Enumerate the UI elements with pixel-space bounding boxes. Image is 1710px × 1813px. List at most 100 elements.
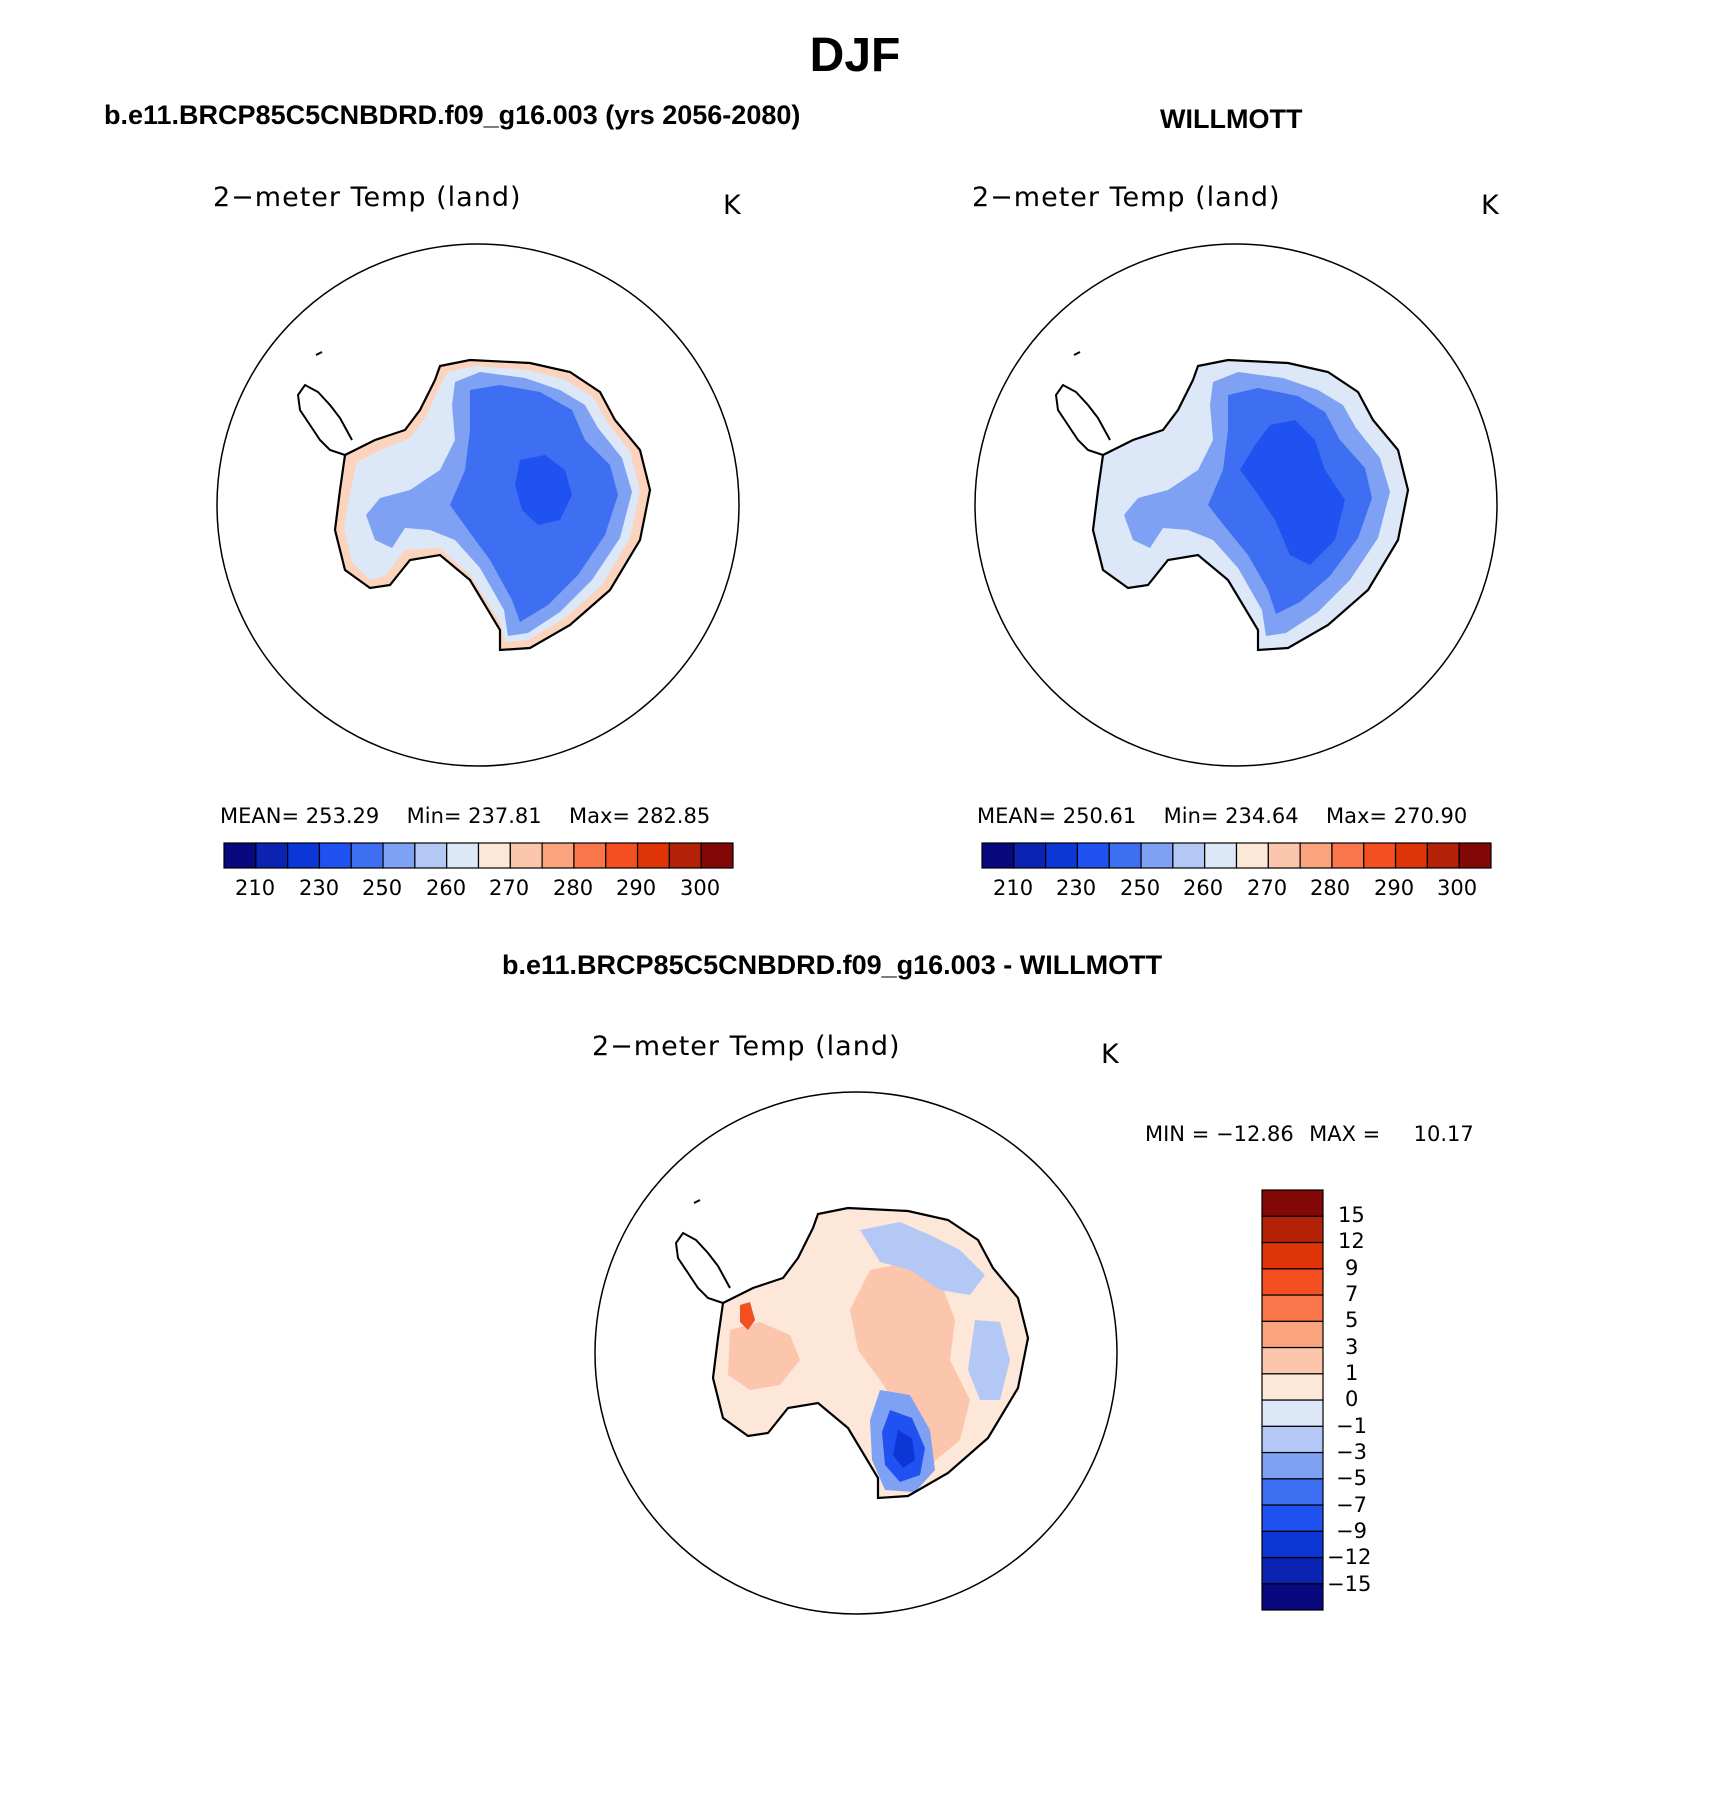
panel-2-tick-7: 300 (1437, 876, 1478, 900)
panel-2-tick-3: 260 (1183, 876, 1224, 900)
difference-colorbar-swatch-13 (1261, 1241, 1324, 1270)
panel-1-colorbar-swatch-4 (350, 842, 384, 869)
panel-2-colorbar-swatch-4 (1108, 842, 1142, 869)
difference-colorbar-swatch-4 (1261, 1478, 1324, 1506)
difference-tick-14: −15 (1327, 1572, 1372, 1596)
panel-2-colorbar-swatch-12 (1363, 842, 1397, 869)
panel-1-colorbar-swatch-5 (382, 842, 416, 869)
panel-1-variable-label: 2−meter Temp (land) (213, 182, 522, 213)
difference-tick-11: −7 (1336, 1493, 1367, 1517)
panel-1-tick-4: 270 (489, 876, 530, 900)
panel-1-units-label: K (723, 190, 742, 221)
panel-2-colorbar-swatch-1 (1013, 842, 1047, 869)
difference-cold-spot-core (893, 1430, 915, 1468)
panel-1-colorbar-swatch-14 (668, 842, 702, 869)
panel-2-colorbar-swatch-6 (1172, 842, 1206, 869)
difference-colorbar-swatch-2 (1261, 1530, 1324, 1559)
difference-colorbar-swatch-5 (1261, 1451, 1324, 1480)
difference-colorbar-swatch-6 (1261, 1425, 1324, 1454)
panel-2-colorbar-swatch-15 (1458, 842, 1492, 869)
panel-2-map (974, 243, 1498, 767)
panel-2-colorbar-swatch-14 (1426, 842, 1460, 869)
panel-2-colorbar-swatch-13 (1394, 842, 1428, 869)
panel-2-island (1073, 351, 1081, 356)
panel-2-mean-value: 250.61 (1062, 804, 1137, 828)
panel-1-tick-0: 210 (235, 876, 276, 900)
difference-tick-3: 7 (1345, 1282, 1359, 1306)
panel-1-coastline (333, 358, 652, 652)
difference-tick-2: 9 (1345, 1256, 1359, 1280)
difference-max-value: 10.17 (1413, 1122, 1474, 1146)
difference-tick-0: 15 (1338, 1203, 1365, 1227)
panel-2-tick-4: 270 (1247, 876, 1288, 900)
panel-1-min-value: 237.81 (468, 804, 542, 828)
difference-tick-8: −1 (1336, 1414, 1367, 1438)
difference-tick-6: 1 (1345, 1361, 1359, 1385)
difference-colorbar-swatch-8 (1261, 1373, 1324, 1401)
panel-1-max-value: 282.85 (636, 804, 711, 828)
panel-1-colorbar-swatch-7 (446, 842, 480, 869)
difference-tick-12: −9 (1336, 1519, 1367, 1543)
panel-2-colorbar-swatch-11 (1331, 842, 1365, 869)
panel-1-land-min (515, 455, 572, 525)
panel-1-case-title: b.e11.BRCP85C5CNBDRD.f09_g16.003 (yrs 20… (104, 100, 801, 130)
difference-tick-7: 0 (1345, 1387, 1359, 1411)
season-title: DJF (809, 29, 901, 82)
panel-2-colorbar-swatch-2 (1045, 842, 1079, 869)
difference-colorbar (1261, 1189, 1324, 1611)
panel-1-colorbar-swatch-6 (414, 842, 448, 869)
panel-2-colorbar (981, 842, 1492, 869)
panel-1-colorbar-swatch-8 (477, 842, 511, 869)
panel-1-peninsula (296, 383, 353, 456)
difference-units-label: K (1101, 1039, 1120, 1070)
panel-1-colorbar-swatch-3 (318, 842, 352, 869)
difference-max-label: MAX = (1309, 1122, 1381, 1146)
difference-colorbar-swatch-12 (1261, 1268, 1324, 1296)
panel-1-island (315, 351, 323, 356)
panel-1-max-label: Max= (569, 804, 631, 828)
difference-cool-east (968, 1320, 1010, 1400)
panel-1-map (216, 243, 740, 767)
difference-case-title: b.e11.BRCP85C5CNBDRD.f09_g16.003 - WILLM… (502, 950, 1163, 980)
panel-1-tick-2: 250 (362, 876, 403, 900)
difference-tick-13: −12 (1327, 1545, 1372, 1569)
difference-variable-label: 2−meter Temp (land) (592, 1031, 901, 1062)
difference-island (693, 1199, 701, 1204)
panel-2-colorbar-swatch-0 (981, 842, 1015, 869)
panel-1-mean-label: MEAN= (220, 804, 300, 828)
panel-2-tick-2: 250 (1120, 876, 1161, 900)
panel-2-units-label: K (1481, 190, 1500, 221)
panel-1-colorbar-swatch-9 (509, 842, 543, 869)
difference-tick-1: 12 (1338, 1229, 1365, 1253)
panel-2-min-label: Min= (1163, 804, 1219, 828)
panel-2-case-title: WILLMOTT (1160, 104, 1303, 134)
difference-warm-west (728, 1322, 800, 1390)
panel-2-colorbar-swatch-8 (1235, 842, 1269, 869)
difference-peninsula (674, 1231, 731, 1304)
panel-1-colorbar-swatch-2 (287, 842, 321, 869)
difference-colorbar-swatch-1 (1261, 1556, 1324, 1585)
panel-2-tick-5: 280 (1310, 876, 1351, 900)
panel-1-colorbar-swatch-11 (573, 842, 607, 869)
panel-1-tick-7: 300 (680, 876, 721, 900)
difference-colorbar-swatch-11 (1261, 1294, 1324, 1322)
panel-1-colorbar-swatch-15 (700, 842, 734, 869)
difference-tick-4: 5 (1345, 1308, 1359, 1332)
panel-1-tick-1: 230 (299, 876, 340, 900)
panel-1-colorbar-swatch-12 (605, 842, 639, 869)
panel-2-max-value: 270.90 (1393, 804, 1468, 828)
panel-2-tick-1: 230 (1056, 876, 1097, 900)
panel-2-variable-label: 2−meter Temp (land) (972, 182, 1281, 213)
panel-1-min-label: Min= (406, 804, 462, 828)
panel-2-colorbar-swatch-5 (1140, 842, 1174, 869)
panel-1-colorbar (223, 842, 734, 869)
panel-2-peninsula (1054, 383, 1111, 456)
difference-colorbar-swatch-15 (1261, 1189, 1324, 1217)
panel-1-colorbar-swatch-10 (541, 842, 575, 869)
panel-1-tick-3: 260 (426, 876, 467, 900)
panel-2-colorbar-swatch-7 (1204, 842, 1238, 869)
panel-1-stats: MEAN= 253.29 Min= 237.81 Max= 282.85 (220, 804, 710, 828)
difference-colorbar-swatch-0 (1261, 1583, 1324, 1611)
panel-2-max-label: Max= (1326, 804, 1388, 828)
